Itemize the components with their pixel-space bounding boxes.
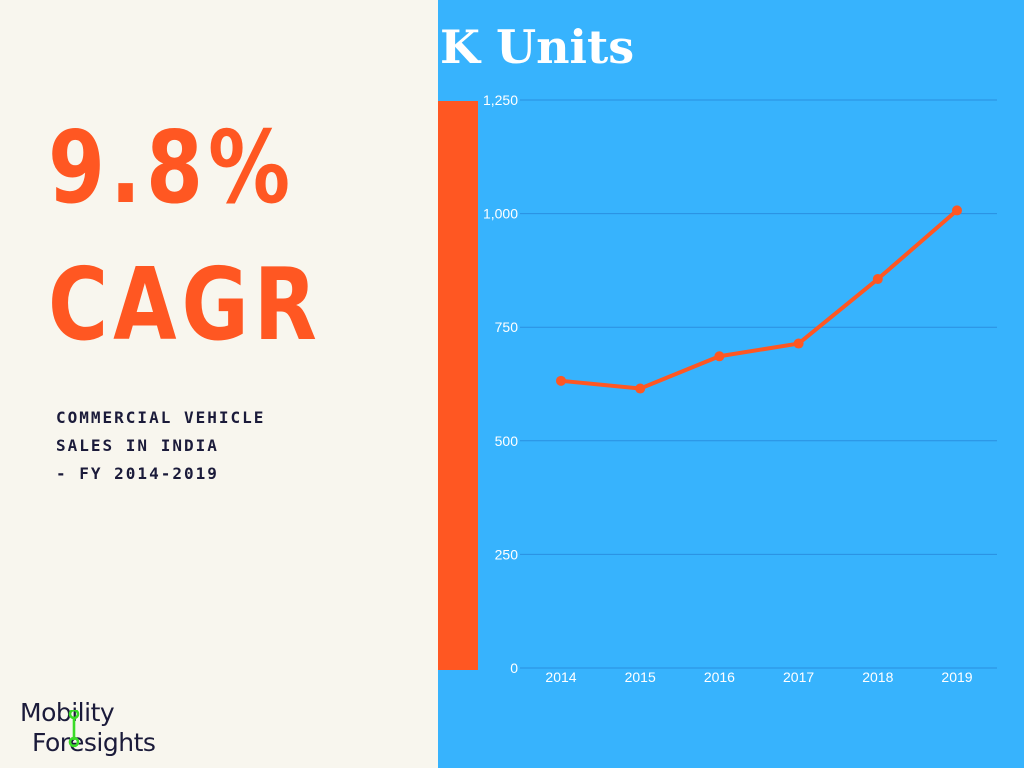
logo-line-2: Foresights [32, 728, 156, 757]
series-line [559, 208, 959, 391]
y-tick-label: 500 [495, 433, 519, 449]
cagr-value: 9.8% [48, 109, 296, 226]
subtitle-line-2: SALES IN INDIA [56, 436, 219, 455]
x-tick-label: 2014 [545, 669, 576, 685]
chart-title: K Units [440, 20, 635, 74]
y-tick-label: 250 [495, 546, 519, 562]
x-tick-label: 2018 [862, 669, 893, 685]
data-point [556, 375, 566, 386]
brand-logo: Mobility Foresights [20, 698, 156, 758]
x-tick-label: 2016 [704, 669, 735, 685]
cagr-label: CAGR [48, 246, 322, 363]
right-panel [438, 0, 1024, 768]
green-pin-icon [68, 710, 80, 748]
x-tick-label: 2015 [625, 669, 656, 685]
chart-subtitle: COMMERCIAL VEHICLE SALES IN INDIA - FY 2… [56, 404, 396, 488]
accent-bar [438, 101, 478, 670]
y-tick-label: 0 [510, 660, 518, 676]
data-point [635, 383, 646, 394]
x-tick-labels: 2014 2015 2016 2017 2018 2019 [545, 669, 972, 685]
logo-line-1: Mobility [20, 698, 115, 727]
pin-head-bottom [68, 736, 80, 748]
y-tick-label: 750 [495, 319, 519, 335]
y-tick-label: 1,000 [483, 206, 518, 222]
data-point [793, 338, 804, 349]
subtitle-line-1: COMMERCIAL VEHICLE [56, 408, 266, 427]
data-point [872, 274, 883, 285]
grid-layer [520, 99, 997, 669]
data-point [952, 205, 962, 216]
y-tick-label: 1,250 [483, 92, 518, 108]
y-tick-labels: 0 250 500 750 1,000 1,250 [483, 92, 518, 676]
series-layer [556, 205, 962, 394]
data-point [714, 351, 725, 362]
x-tick-label: 2019 [941, 669, 972, 685]
left-panel: 9.8% CAGR COMMERCIAL VEHICLE SALES IN IN… [0, 0, 438, 768]
subtitle-line-3: - FY 2014-2019 [56, 464, 219, 483]
x-tick-label: 2017 [783, 669, 814, 685]
